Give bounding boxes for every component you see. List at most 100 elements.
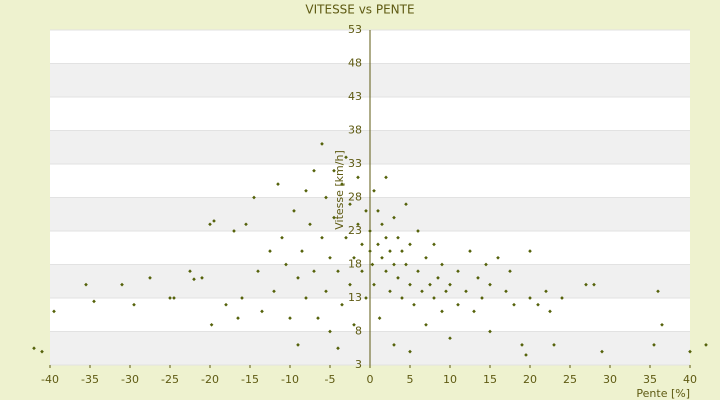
y-tick-label: 53 [348,23,362,36]
x-tick-label: 20 [523,373,537,386]
scatter-point [392,215,396,220]
scatter-point [296,276,300,280]
scatter-point [424,255,428,260]
x-tick-label: -15 [241,373,259,386]
scatter-point [380,255,384,260]
scatter-point [536,302,540,307]
scatter-point [600,349,604,354]
scatter-point [276,182,280,186]
scatter-point [320,142,324,146]
scatter-point [92,299,96,304]
scatter-point [436,276,440,280]
scatter-point [432,296,436,300]
x-tick-label: -40 [41,373,59,386]
scatter-point [304,188,308,193]
scatter-point [332,215,336,220]
scatter-point [360,269,364,274]
scatter-point [368,249,372,253]
scatter-point [400,296,404,300]
scatter-point [420,289,424,294]
x-tick-label: 10 [443,373,457,386]
scatter-point [256,269,260,274]
scatter-point [288,316,292,320]
chart-title: VITESSE vs PENTE [305,3,414,17]
scatter-point [560,296,564,300]
scatter-point [360,242,364,247]
scatter-point [148,276,152,280]
scatter-point [508,269,512,274]
scatter-point [356,175,360,180]
x-tick-label: 5 [407,373,414,386]
x-tick-label: 40 [683,373,697,386]
x-axis-label: Pente [%] [636,387,690,400]
scatter-point [268,249,272,253]
y-axis-label: Vitesse [km/h] [333,150,346,230]
scatter-point [32,346,36,351]
y-tick-label: 23 [348,224,362,237]
scatter-point [504,289,508,294]
x-tick-label: -30 [121,373,139,386]
scatter-point [660,322,664,327]
scatter-point [324,195,328,200]
x-tick-label: -35 [81,373,99,386]
x-tick-label: 0 [367,373,374,386]
scatter-point [344,235,348,240]
x-tick-label: 15 [483,373,497,386]
scatter-point [512,302,516,307]
scatter-point [296,343,300,347]
scatter-point [352,322,356,327]
scatter-point [652,343,656,347]
scatter-point [284,262,288,267]
scatter-point [384,235,388,240]
scatter-point [408,282,412,287]
scatter-point [312,269,316,274]
scatter-point [212,219,216,223]
scatter-point [348,282,352,287]
scatter-point [316,316,320,320]
scatter-point [372,188,376,193]
scatter-point [416,229,420,233]
scatter-point [400,249,404,253]
scatter-point [392,343,396,347]
scatter-point [312,168,316,173]
scatter-point [592,282,596,287]
x-tick-label: 35 [643,373,657,386]
scatter-point [480,296,484,300]
x-tick-label: -10 [281,373,299,386]
scatter-point [368,229,372,233]
scatter-point [552,343,556,347]
scatter-point [260,309,264,314]
scatter-point [440,309,444,314]
scatter-point [456,302,460,307]
scatter-point [412,302,416,307]
y-tick-label: 33 [348,157,362,170]
scatter-point [380,222,384,227]
scatter-point [456,269,460,274]
scatter-point [364,209,368,213]
scatter-point [528,296,532,300]
scatter-point [448,282,452,287]
y-tick-label: 3 [355,358,362,371]
x-tick-label: -5 [325,373,336,386]
scatter-point [384,175,388,180]
scatter-point [304,296,308,300]
scatter-point [392,262,396,267]
scatter-point [224,302,228,307]
scatter-point [336,346,340,351]
scatter-point [132,302,136,307]
scatter-point [476,276,480,280]
scatter-point [364,296,368,300]
scatter-point [464,289,468,294]
scatter-point [336,269,340,274]
scatter-point [488,282,492,287]
y-tick-label: 48 [348,57,362,70]
scatter-point [440,262,444,267]
scatter-point [308,222,312,227]
scatter-point [240,296,244,300]
scatter-point [428,282,432,287]
scatter-point [656,289,660,294]
scatter-point [404,202,408,207]
scatter-point [416,269,420,274]
scatter-point [704,343,708,347]
